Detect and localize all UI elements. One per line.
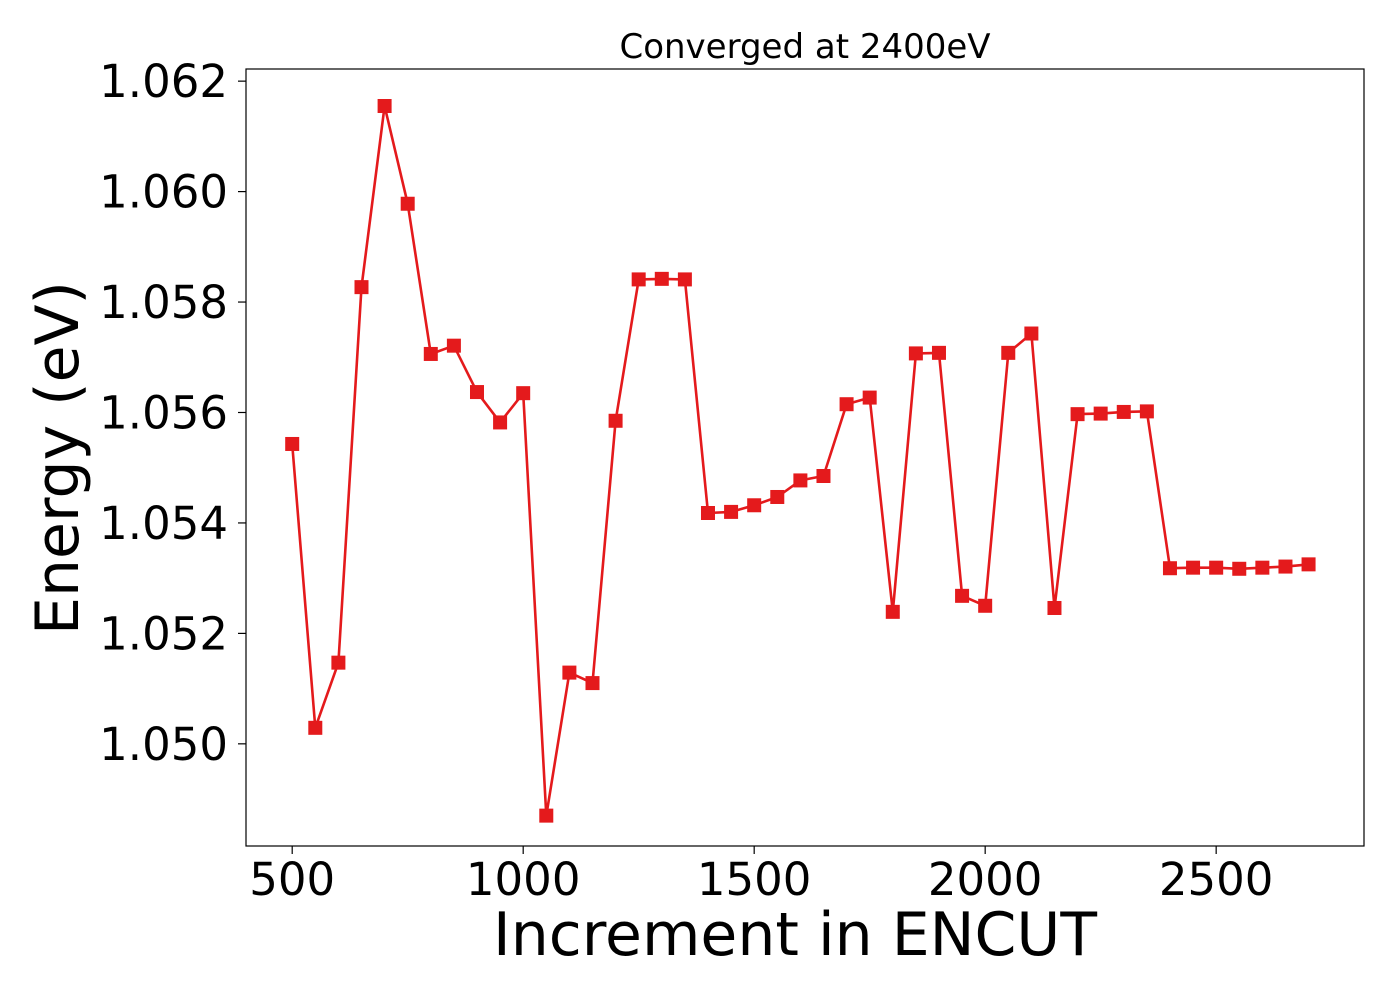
data-point <box>1024 326 1039 341</box>
data-point <box>1139 404 1154 419</box>
data-point <box>1047 600 1062 615</box>
data-point <box>700 506 715 520</box>
y-tick-label: 1.056 <box>99 386 228 439</box>
data-point <box>585 676 600 691</box>
y-tick-label: 1.060 <box>99 166 228 219</box>
data-point <box>654 271 669 286</box>
data-point <box>978 598 993 613</box>
plot-data <box>285 99 1316 823</box>
data-point <box>1209 560 1224 575</box>
data-point <box>677 272 692 287</box>
data-point <box>839 397 854 412</box>
data-point <box>1116 404 1131 419</box>
y-tick-label: 1.058 <box>99 276 228 329</box>
data-point <box>493 415 508 430</box>
data-point <box>354 280 369 295</box>
data-point <box>770 489 785 504</box>
data-point <box>469 385 484 400</box>
data-point <box>885 604 900 619</box>
data-point <box>1001 345 1016 360</box>
x-tick-label: 500 <box>249 853 335 906</box>
data-point <box>1070 407 1085 422</box>
data-point <box>631 272 646 287</box>
y-tick-label: 1.052 <box>99 607 228 660</box>
data-point <box>931 345 946 360</box>
data-point <box>400 196 415 211</box>
x-axis: 500 1000 1500 2000 2500 <box>249 846 1273 906</box>
data-point <box>1255 560 1270 575</box>
data-point <box>446 338 461 353</box>
data-point <box>862 390 877 405</box>
y-axis-title: Energy (eV) <box>23 281 93 635</box>
data-point <box>1301 557 1316 572</box>
data-point <box>516 386 531 401</box>
plot-frame <box>245 68 1365 847</box>
data-point <box>1278 559 1293 574</box>
y-tick-label: 1.054 <box>99 497 228 550</box>
x-tick-label: 2000 <box>928 853 1043 906</box>
data-point <box>955 588 970 603</box>
data-point <box>423 346 438 361</box>
data-point <box>562 665 577 680</box>
series-line <box>290 104 1309 817</box>
data-point <box>1162 561 1177 576</box>
data-point <box>285 436 300 451</box>
data-point <box>793 473 808 488</box>
data-point <box>908 346 923 361</box>
data-point <box>1186 560 1201 575</box>
y-tick-label: 1.062 <box>99 55 228 108</box>
chart-title: Converged at 2400eV <box>619 27 990 67</box>
x-tick-label: 1500 <box>697 853 812 906</box>
data-point <box>1232 561 1247 576</box>
y-axis: 1.050 1.052 1.054 1.056 1.058 1.060 1.062 <box>99 55 246 771</box>
x-tick-label: 1000 <box>466 853 581 906</box>
data-point <box>377 99 392 113</box>
x-axis-title: Increment in ENCUT <box>493 900 1097 970</box>
x-tick-label: 2500 <box>1159 853 1274 906</box>
data-point <box>308 720 323 735</box>
data-point <box>608 413 623 428</box>
data-point <box>1093 406 1108 421</box>
data-point <box>331 655 346 670</box>
y-tick-label: 1.050 <box>99 718 228 771</box>
data-point <box>539 808 554 823</box>
data-point <box>816 469 831 483</box>
data-point <box>747 498 762 513</box>
data-point <box>724 504 739 519</box>
